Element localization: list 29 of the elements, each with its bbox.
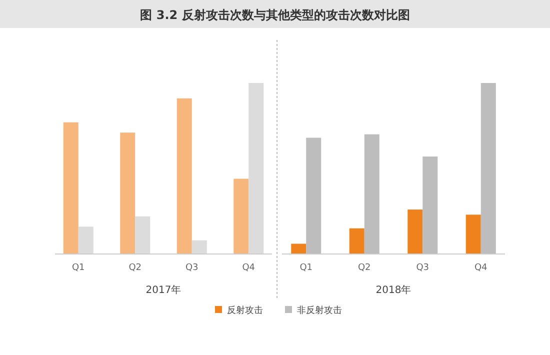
bar <box>176 98 192 254</box>
bar <box>364 134 380 254</box>
bar <box>135 216 150 254</box>
bar <box>78 226 94 254</box>
x-tick-label: Q3 <box>185 263 198 273</box>
x-axis-title: 2018年 <box>376 284 412 296</box>
bar <box>120 132 136 254</box>
bar <box>422 156 438 254</box>
bar <box>248 83 264 254</box>
bar <box>192 240 207 254</box>
bar <box>349 228 364 254</box>
x-axis-title: 2017年 <box>146 284 182 296</box>
bar <box>306 138 322 254</box>
legend-label: 反射攻击 <box>227 305 263 316</box>
x-tick-label: Q2 <box>358 263 371 273</box>
chart-title: 图 3.2 反射攻击次数与其他类型的攻击次数对比图 <box>140 8 410 22</box>
bar <box>480 83 496 254</box>
bar <box>63 122 78 254</box>
bar <box>234 178 249 254</box>
legend-label: 非反射攻击 <box>297 305 342 316</box>
bar <box>466 214 481 254</box>
bar <box>408 210 423 254</box>
x-tick-label: Q1 <box>72 263 85 273</box>
x-tick-label: Q4 <box>242 263 256 273</box>
x-tick-label: Q4 <box>474 263 488 273</box>
bar <box>291 244 306 254</box>
x-tick-label: Q3 <box>416 263 430 273</box>
x-tick-label: Q2 <box>128 263 142 273</box>
x-tick-label: Q1 <box>300 263 313 273</box>
